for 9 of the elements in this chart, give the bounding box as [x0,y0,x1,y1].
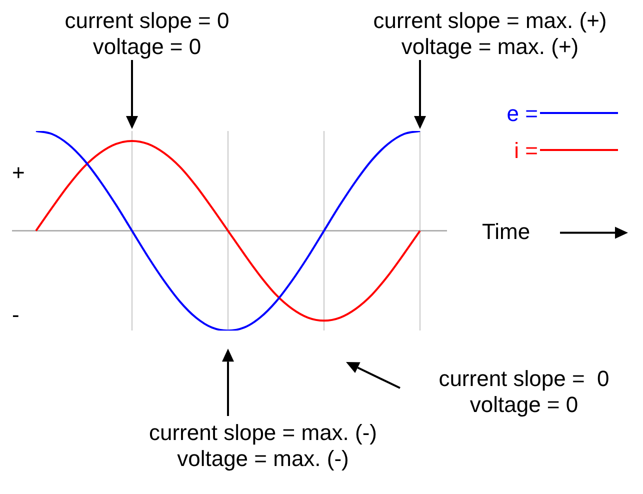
text: current slope = max. (+) voltage = max. (+) [373,8,607,60]
annotation: - [12,302,20,328]
text: current slope = 0 voltage = 0 [438,366,610,418]
text: current slope = 0 voltage = 0 [64,8,230,60]
x-axis-title: Time [482,218,530,245]
annotation: + [12,160,25,186]
legend-label: i = [514,138,538,164]
text: current slope = max. (-) voltage = max. (-) [148,420,378,472]
legend-label: e = [506,101,538,127]
